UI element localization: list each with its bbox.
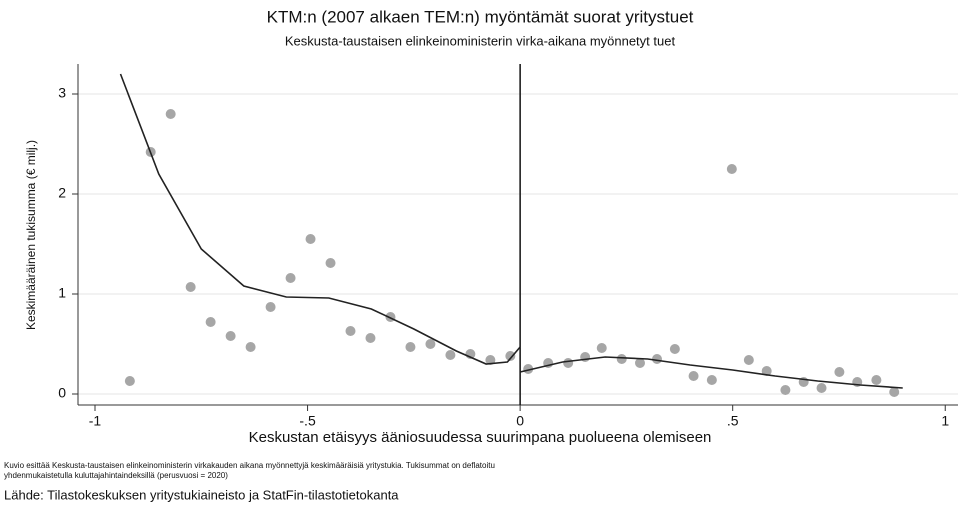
point (726, 164, 737, 174)
point (405, 342, 416, 352)
point (345, 326, 356, 336)
point (816, 383, 827, 393)
note: yhdenmukaistetulla kuluttajahintaindeksi… (4, 471, 228, 480)
point (425, 339, 436, 349)
point (596, 343, 607, 353)
point (165, 109, 176, 119)
point (265, 302, 276, 312)
point (706, 375, 717, 385)
note: Kuvio esittää Keskusta-taustaisen elinke… (4, 461, 495, 470)
point (688, 371, 699, 381)
point (761, 366, 772, 376)
point (871, 375, 882, 385)
point (225, 331, 236, 341)
x-tick-label: -1 (89, 413, 102, 429)
point (563, 358, 574, 368)
point (245, 342, 256, 352)
x-tick-label: 0 (516, 413, 524, 429)
point (834, 367, 845, 377)
y-tick-label: 3 (58, 85, 66, 101)
point (669, 344, 680, 354)
y-tick-label: 1 (58, 285, 66, 301)
point (652, 354, 663, 364)
x-tick-label: 1 (941, 413, 949, 429)
point (285, 273, 296, 283)
point (205, 317, 216, 327)
point (635, 358, 646, 368)
y-tick-label: 0 (58, 385, 66, 401)
point (445, 350, 456, 360)
point (124, 376, 135, 386)
point (485, 355, 496, 365)
point (325, 258, 336, 268)
point (505, 351, 516, 361)
point (743, 355, 754, 365)
point (889, 387, 900, 397)
fit-line (519, 356, 903, 389)
fit-line (119, 73, 521, 365)
point (365, 333, 376, 343)
chart-subtitle: Keskusta-taustaisen elinkeinoministerin … (285, 33, 676, 48)
point (616, 354, 627, 364)
x-tick-label: -.5 (299, 413, 316, 429)
point (185, 282, 196, 292)
chart-title: KTM:n (2007 alkaen TEM:n) myöntämät suor… (267, 7, 694, 26)
x-axis-label: Keskustan etäisyys ääniosuudessa suurimp… (249, 429, 712, 446)
point (780, 385, 791, 395)
point (305, 234, 316, 244)
y-axis-label: Keskimääräinen tukisumma (€ milj.) (24, 140, 38, 330)
source: Lähde: Tilastokeskuksen yritystukiaineis… (4, 487, 399, 502)
y-tick-label: 2 (58, 185, 66, 201)
x-tick-label: .5 (727, 413, 739, 429)
